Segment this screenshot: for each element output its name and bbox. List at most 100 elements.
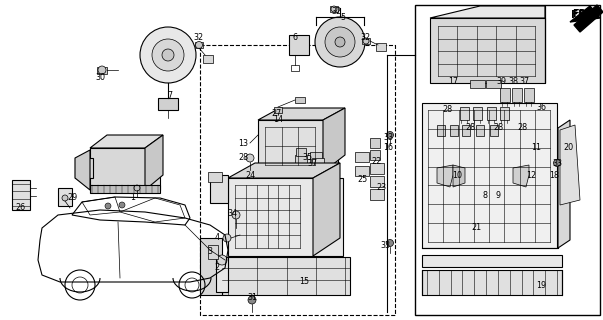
- Polygon shape: [430, 6, 545, 18]
- Bar: [210, 175, 228, 203]
- Bar: [370, 138, 380, 148]
- Circle shape: [140, 27, 196, 83]
- Polygon shape: [228, 163, 340, 178]
- Polygon shape: [574, 5, 603, 32]
- Bar: [490, 125, 498, 136]
- Text: 26: 26: [15, 204, 25, 212]
- Text: 22: 22: [371, 157, 381, 166]
- Text: 8: 8: [482, 191, 487, 201]
- Bar: [476, 125, 484, 136]
- Text: 28: 28: [465, 124, 475, 132]
- Bar: [362, 38, 370, 44]
- Circle shape: [62, 195, 68, 201]
- Circle shape: [119, 202, 125, 208]
- Text: 13: 13: [238, 139, 248, 148]
- Text: 18: 18: [549, 171, 559, 180]
- Circle shape: [554, 159, 561, 166]
- Text: 10: 10: [452, 172, 462, 180]
- Text: 33: 33: [383, 133, 393, 142]
- Circle shape: [162, 49, 174, 61]
- Text: 27: 27: [271, 108, 281, 117]
- Text: 7: 7: [168, 91, 172, 100]
- Bar: [216, 257, 228, 292]
- Bar: [274, 107, 282, 113]
- Bar: [415, 5, 600, 315]
- Circle shape: [232, 211, 240, 219]
- Bar: [200, 45, 395, 315]
- Bar: [422, 103, 557, 248]
- Circle shape: [315, 17, 365, 67]
- Text: 35: 35: [302, 154, 312, 163]
- Bar: [430, 18, 545, 83]
- Text: 20: 20: [563, 143, 573, 153]
- Text: 24: 24: [245, 171, 255, 180]
- Circle shape: [387, 239, 394, 246]
- Text: 16: 16: [383, 143, 393, 153]
- Text: 39: 39: [496, 77, 506, 86]
- Bar: [208, 172, 222, 182]
- Bar: [437, 125, 445, 136]
- Bar: [289, 35, 309, 55]
- Text: 21: 21: [471, 223, 481, 233]
- Text: 4: 4: [215, 233, 219, 242]
- Text: 9: 9: [496, 191, 500, 201]
- Circle shape: [363, 38, 369, 44]
- Polygon shape: [75, 150, 90, 190]
- Text: 32: 32: [331, 7, 341, 17]
- Text: 28: 28: [442, 106, 452, 115]
- Polygon shape: [453, 165, 465, 187]
- Text: 31: 31: [247, 293, 257, 302]
- Bar: [312, 158, 324, 168]
- Text: 28: 28: [493, 124, 503, 132]
- Text: 11: 11: [531, 143, 541, 153]
- Text: 5: 5: [341, 13, 346, 22]
- Text: 37: 37: [307, 158, 317, 167]
- Bar: [90, 185, 160, 193]
- Circle shape: [387, 132, 394, 139]
- Bar: [422, 255, 562, 267]
- Polygon shape: [323, 108, 345, 172]
- Bar: [58, 188, 72, 206]
- Polygon shape: [313, 163, 340, 256]
- Bar: [208, 245, 218, 259]
- Bar: [473, 107, 482, 120]
- Bar: [500, 88, 510, 102]
- Bar: [203, 55, 213, 63]
- Circle shape: [98, 66, 106, 74]
- Text: 19: 19: [536, 282, 546, 291]
- Text: 37: 37: [519, 77, 529, 86]
- Bar: [524, 88, 534, 102]
- Text: 32: 32: [360, 34, 370, 43]
- Text: 29: 29: [68, 194, 78, 203]
- Bar: [12, 180, 30, 210]
- Circle shape: [223, 234, 231, 242]
- Bar: [355, 152, 369, 162]
- Bar: [97, 67, 107, 74]
- Bar: [295, 155, 307, 169]
- Circle shape: [246, 154, 254, 162]
- Polygon shape: [570, 6, 600, 22]
- Text: 33: 33: [552, 158, 562, 167]
- Bar: [486, 80, 501, 88]
- Text: 36: 36: [536, 103, 546, 113]
- Circle shape: [335, 37, 345, 47]
- Bar: [296, 148, 306, 156]
- Text: 32: 32: [193, 34, 203, 43]
- Text: 38: 38: [508, 77, 518, 86]
- Text: 15: 15: [299, 277, 309, 286]
- Text: 25: 25: [357, 174, 367, 183]
- Text: 17: 17: [448, 77, 458, 86]
- Bar: [500, 107, 509, 120]
- Text: FR.: FR.: [571, 10, 591, 20]
- Polygon shape: [90, 135, 163, 148]
- Circle shape: [152, 39, 184, 71]
- Polygon shape: [222, 257, 350, 295]
- Text: 6: 6: [292, 34, 297, 43]
- Polygon shape: [513, 165, 529, 187]
- Bar: [422, 270, 562, 295]
- Bar: [75, 158, 93, 178]
- Circle shape: [248, 296, 256, 304]
- Bar: [258, 120, 338, 172]
- Bar: [450, 125, 458, 136]
- Circle shape: [105, 203, 111, 209]
